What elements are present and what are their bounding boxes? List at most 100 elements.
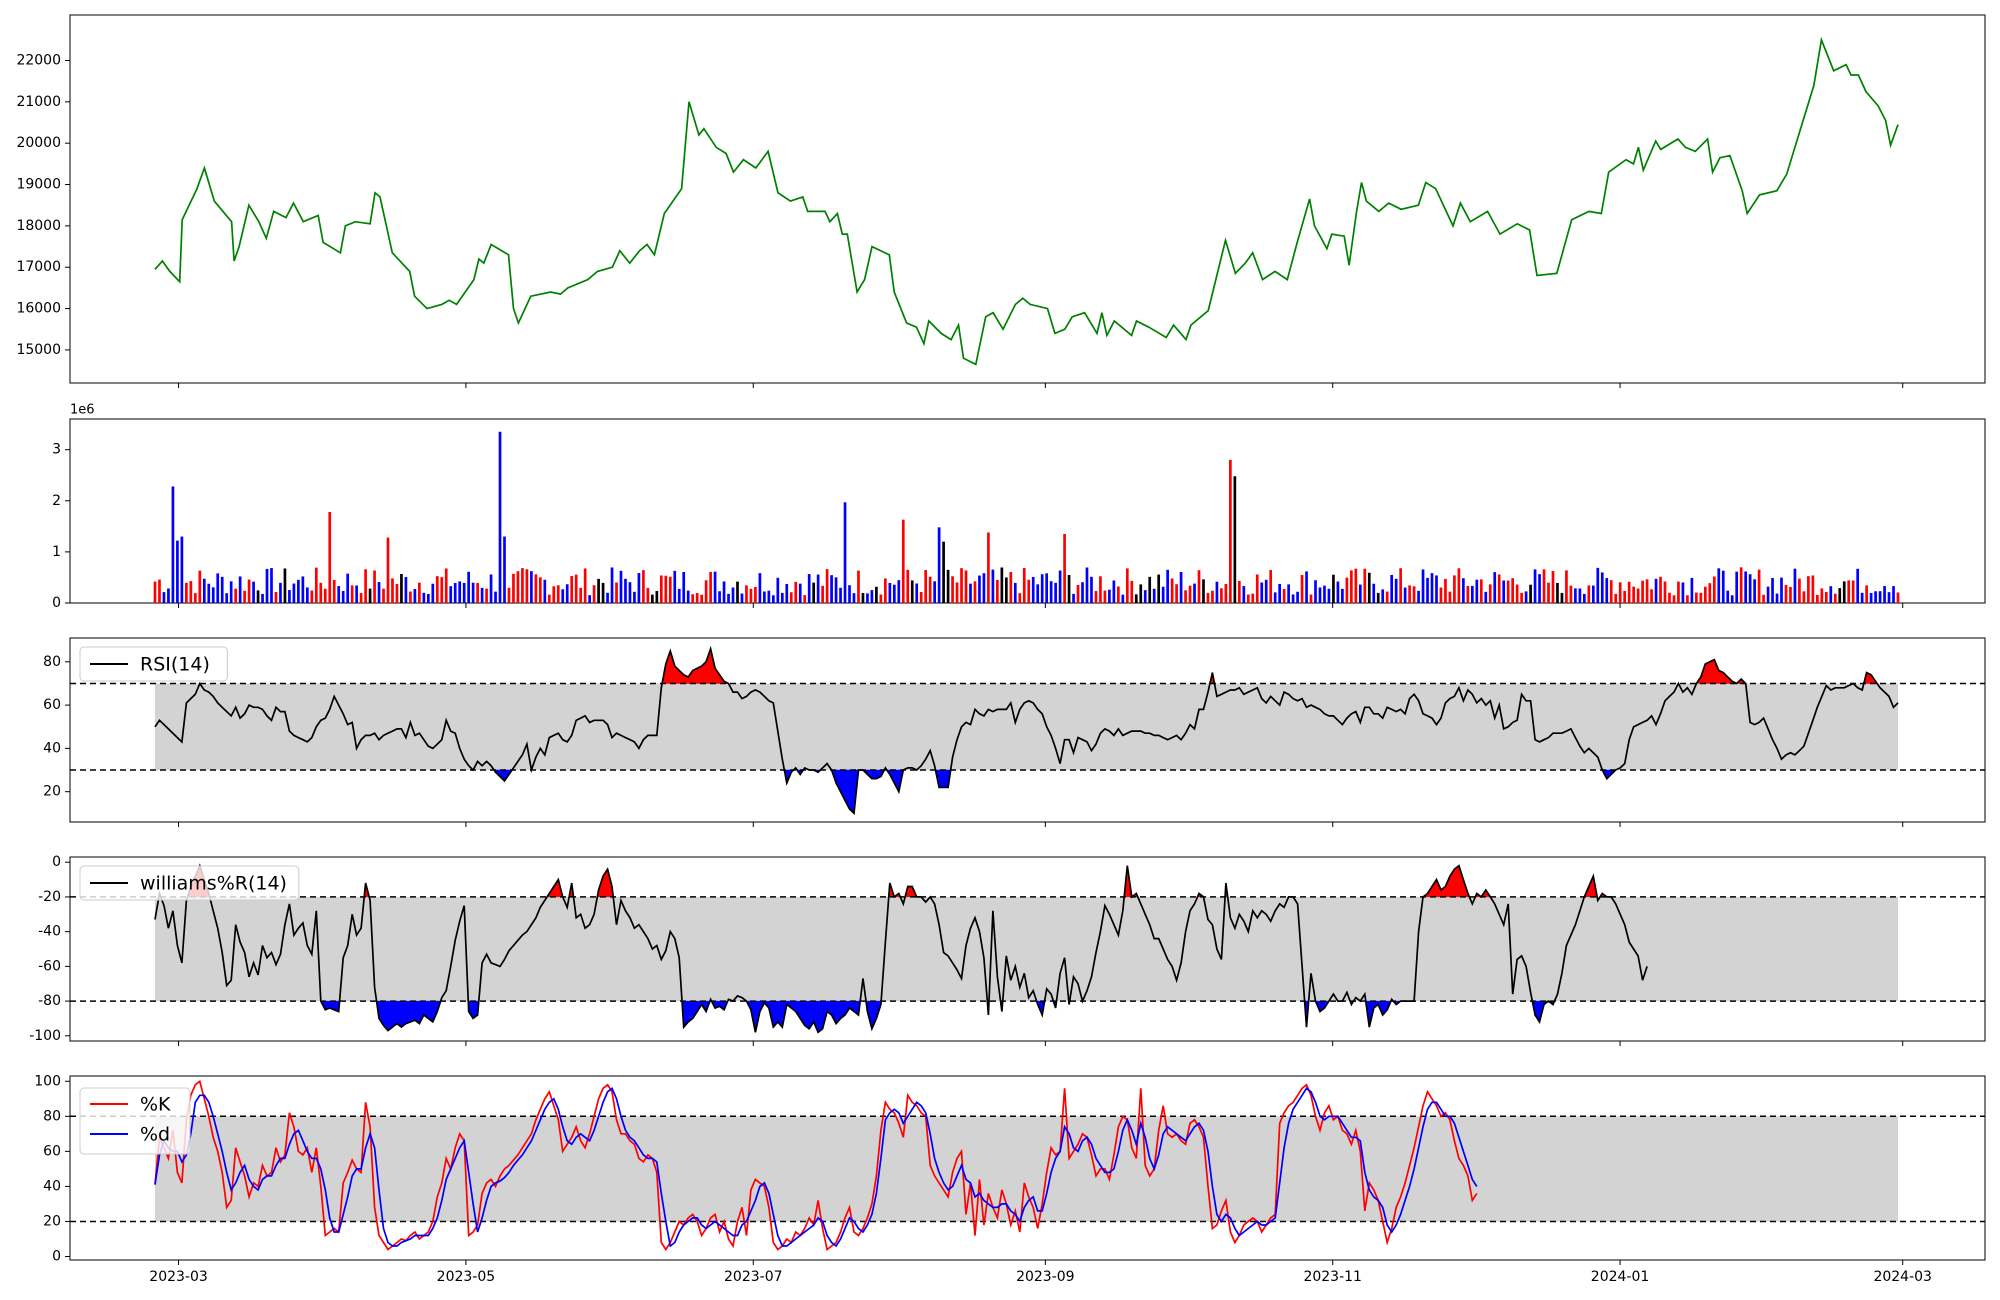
legend-label: williams%R(14) xyxy=(140,873,287,895)
volume-bar xyxy=(1609,580,1613,603)
volume-bar xyxy=(722,581,726,603)
legend-box xyxy=(79,865,300,901)
volume-bar xyxy=(521,568,524,603)
volume-bar xyxy=(1735,571,1739,603)
volume-bar xyxy=(624,578,627,603)
volume-bar xyxy=(1560,592,1564,603)
volume-bar xyxy=(1242,586,1246,603)
volume-bar xyxy=(1336,581,1340,603)
volume-bar xyxy=(794,581,798,603)
y-tick-label: 20 xyxy=(43,1213,61,1229)
volume-bar xyxy=(1811,575,1815,603)
volume-bar xyxy=(216,573,220,603)
y-tick-label: -80 xyxy=(38,993,61,1009)
volume-bar xyxy=(176,540,179,603)
volume-bar xyxy=(996,580,999,603)
legend-label: RSI(14) xyxy=(140,654,210,676)
volume-bar xyxy=(709,571,712,603)
x-tick-label: 2023-07 xyxy=(724,1269,783,1285)
volume-bar xyxy=(1237,580,1241,603)
volume-bar xyxy=(1229,459,1232,603)
volume-bar xyxy=(1251,593,1255,603)
volume-bar xyxy=(422,592,426,603)
volume-bar xyxy=(467,571,470,603)
stochastic-panel: 0 20 40 60 80 100 %K %d xyxy=(34,1073,1986,1264)
volume-bar xyxy=(861,593,865,603)
volume-bar xyxy=(1350,570,1353,603)
volume-bar xyxy=(803,595,807,603)
volume-bar xyxy=(1255,574,1259,603)
volume-bar xyxy=(834,577,838,603)
volume-bar xyxy=(297,579,300,603)
y-tick-label: 0 xyxy=(52,854,61,870)
y-tick-label: 20 xyxy=(43,784,61,800)
volume-bar xyxy=(1345,577,1349,603)
y-tick-label: 18000 xyxy=(16,218,61,234)
volume-bar xyxy=(1278,583,1282,603)
volume-bar xyxy=(413,589,417,603)
volume-bar xyxy=(1376,592,1380,603)
volume-bar xyxy=(377,582,381,603)
volume-bar xyxy=(969,583,972,603)
volume-bar xyxy=(153,581,157,603)
volume-bar xyxy=(507,587,511,603)
volume-bar xyxy=(1318,587,1322,603)
volume-bar xyxy=(1663,581,1667,603)
volume-bar xyxy=(1659,576,1662,603)
volume-bar xyxy=(1766,586,1770,603)
volume-bar xyxy=(1305,571,1308,603)
volume-bar xyxy=(292,583,296,603)
volume-bar xyxy=(655,590,659,603)
volume-bar xyxy=(525,569,529,603)
volume-bar xyxy=(1031,576,1035,603)
y-tick-label: 15000 xyxy=(16,342,61,358)
volume-bar xyxy=(1712,576,1716,603)
volume-bar xyxy=(1851,580,1855,603)
volume-bar xyxy=(1175,584,1178,603)
volume-bar xyxy=(964,570,968,603)
volume-bar xyxy=(1511,578,1515,603)
volume-bar xyxy=(1018,593,1022,603)
y-tick-label: -100 xyxy=(29,1028,61,1044)
legend-box xyxy=(79,646,228,682)
axes-frame xyxy=(69,14,1986,384)
volume-bar xyxy=(1457,568,1461,603)
volume-bar xyxy=(1874,591,1877,603)
volume-bar xyxy=(919,591,923,603)
indicator-line xyxy=(154,863,1648,1034)
volume-bar xyxy=(700,594,703,603)
volume-bar xyxy=(1627,581,1631,603)
legend: RSI(14) xyxy=(79,646,228,682)
volume-bar xyxy=(821,585,824,603)
volume-bar xyxy=(1332,574,1335,603)
volume-bar xyxy=(238,576,242,603)
volume-bar xyxy=(1197,570,1201,603)
volume-bar xyxy=(780,592,784,603)
volume-bar xyxy=(1206,592,1210,603)
volume-bar xyxy=(435,576,439,603)
volume-bar xyxy=(1063,534,1066,603)
volume-bar xyxy=(951,576,954,603)
y-tick-label: 80 xyxy=(43,1108,61,1124)
volume-bar xyxy=(1726,590,1730,603)
volume-bar xyxy=(1009,572,1013,603)
volume-bar xyxy=(1618,582,1622,603)
axes-frame xyxy=(69,1075,1986,1261)
x-tick-label: 2024-01 xyxy=(1591,1269,1650,1285)
volume-bar xyxy=(736,581,739,603)
volume-bar xyxy=(1744,571,1747,603)
volume-bar xyxy=(1291,594,1295,603)
volume-bar xyxy=(1502,580,1506,603)
volume-bar xyxy=(982,573,986,603)
volume-bar xyxy=(579,587,583,603)
volume-bar xyxy=(1641,580,1644,603)
volume-bar xyxy=(162,592,166,603)
volume-bar xyxy=(1869,593,1873,603)
volume-bar xyxy=(771,595,775,603)
volume-bar xyxy=(1650,589,1653,603)
volume-bar xyxy=(1054,582,1057,603)
volume-bar xyxy=(391,578,394,603)
volume-bar xyxy=(1417,590,1420,603)
volume-bar xyxy=(1354,568,1358,603)
legend-label-d: %d xyxy=(140,1124,170,1146)
